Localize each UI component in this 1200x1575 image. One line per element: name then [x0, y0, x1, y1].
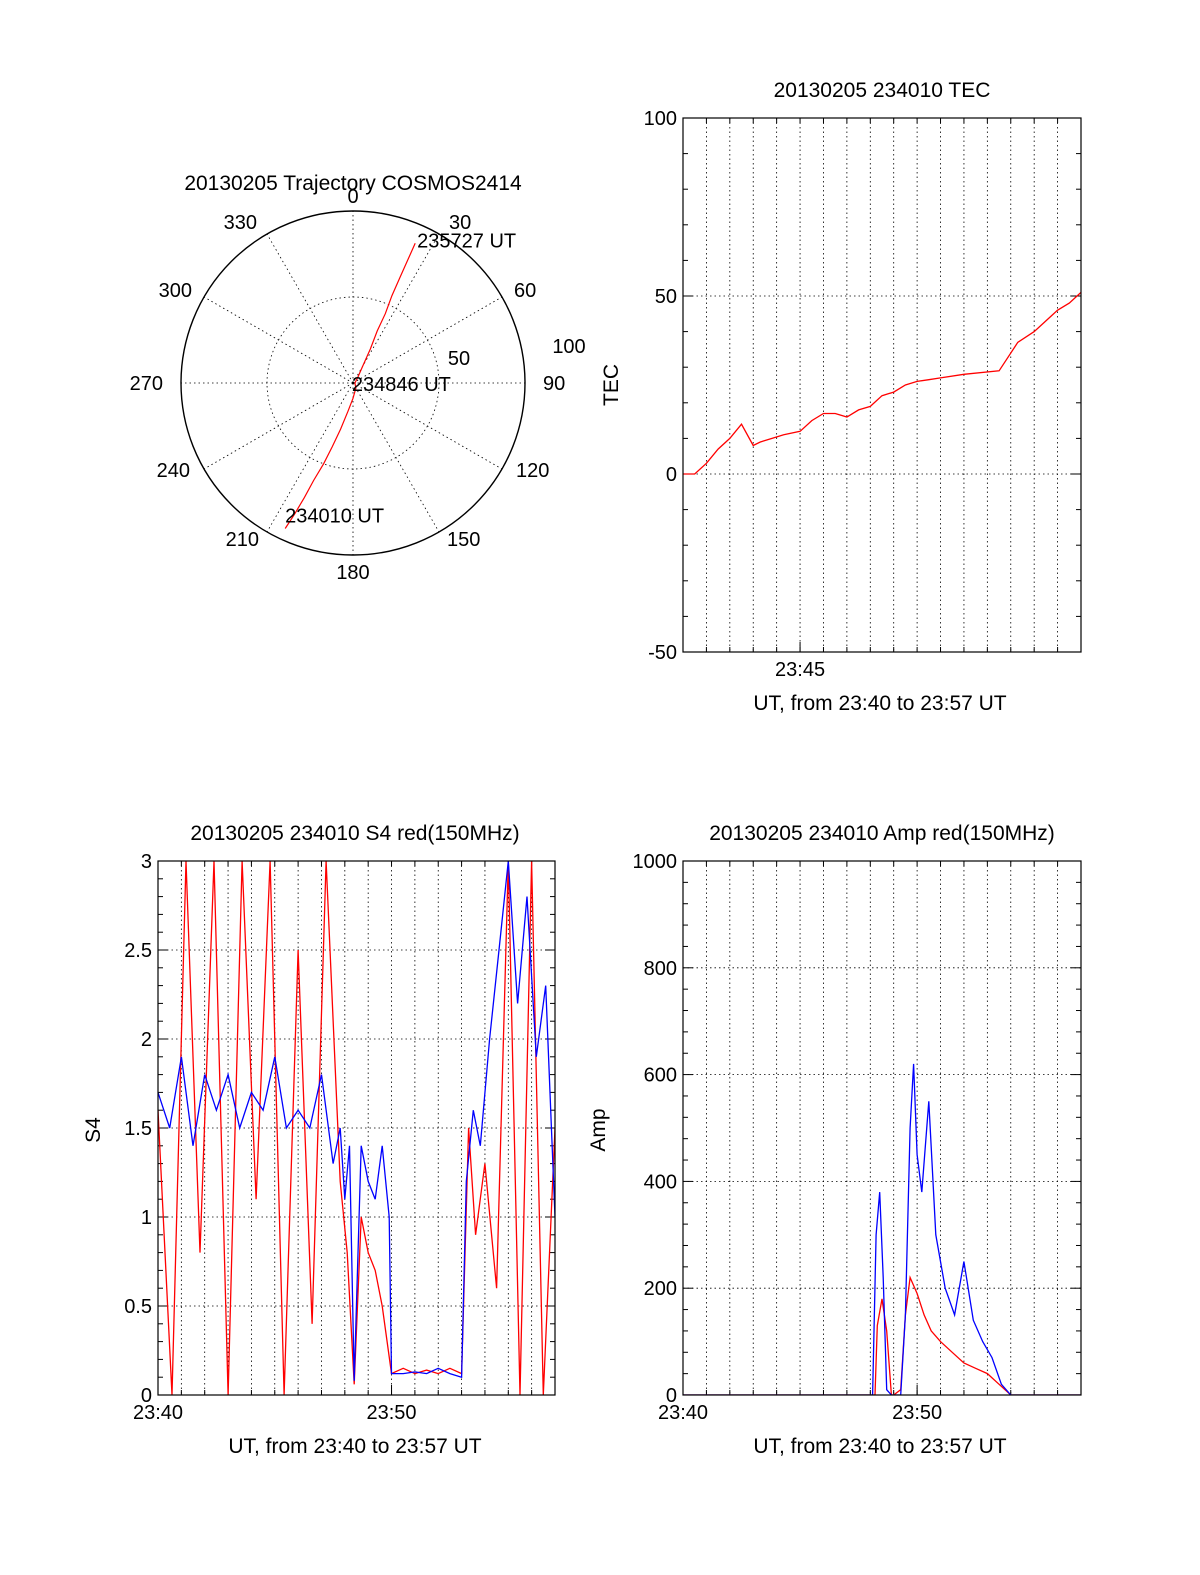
amp-plot-frame [682, 860, 1082, 1396]
polar-azimuth-label: 330 [224, 212, 257, 234]
amp-ytick-label: 600 [644, 1065, 677, 1087]
polar-azimuth-label: 90 [543, 373, 565, 395]
s4-ytick-label: 0.5 [124, 1296, 152, 1318]
polar-track-line [284, 243, 416, 529]
s4-ytick-label: 1.5 [124, 1118, 152, 1140]
polar-grid [180, 210, 526, 556]
polar-spoke [352, 382, 440, 533]
polar-spoke [352, 382, 503, 470]
polar-annotations: 235727 UT 234846 UT 234010 UT [285, 230, 516, 527]
polar-spoke [203, 296, 354, 384]
s4-series-1-line [158, 861, 555, 1381]
polar-azimuth-label: 0 [347, 186, 358, 208]
amp-ytick-label: 800 [644, 958, 677, 980]
polar-spoke [266, 382, 354, 533]
polar-azimuth-label: 300 [159, 280, 192, 302]
amp-chart: 20130205 234010 Amp red(150MHz) UT, from… [587, 822, 1082, 1458]
s4-ytick-label: 2.5 [124, 940, 152, 962]
tec-xtick-label: 23:45 [775, 659, 825, 681]
tec-ylabel: TEC [600, 364, 623, 406]
s4-series-0-line [158, 861, 555, 1395]
tec-ytick-label: 50 [655, 286, 677, 308]
tec-ytick-label: 0 [666, 464, 677, 486]
amp-ytick-label: 1000 [633, 851, 678, 873]
amp-ytick-label: 200 [644, 1278, 677, 1300]
amp-ylabel: Amp [587, 1108, 610, 1151]
amp-xtick-label: 23:40 [658, 1402, 708, 1424]
polar-azimuth-label: 30 [449, 212, 471, 234]
s4-ytick-label: 3 [141, 851, 152, 873]
s4-xtick-label: 23:50 [366, 1402, 416, 1424]
s4-title: 20130205 234010 S4 red(150MHz) [190, 822, 519, 845]
polar-spoke [352, 296, 503, 384]
amp-title: 20130205 234010 Amp red(150MHz) [709, 822, 1055, 845]
polar-azimuth-label: 150 [447, 529, 480, 551]
polar-spoke [203, 382, 354, 470]
amp-ytick-label: 400 [644, 1171, 677, 1193]
s4-chart: 20130205 234010 S4 red(150MHz) UT, from … [82, 822, 556, 1458]
s4-ylabel: S4 [82, 1117, 105, 1143]
tec-series-0-line [683, 291, 1081, 475]
polar-time-annotation: 234010 UT [285, 505, 384, 527]
s4-ytick-label: 1 [141, 1207, 152, 1229]
polar-spoke [266, 233, 354, 384]
tec-chart: 20130205 234010 TEC UT, from 23:40 to 23… [600, 79, 1082, 715]
tec-xlabel: UT, from 23:40 to 23:57 UT [753, 692, 1006, 715]
s4-plot-frame [157, 860, 556, 1396]
polar-title: 20130205 Trajectory COSMOS2414 [184, 172, 522, 195]
amp-series-1-line [683, 1063, 1081, 1395]
tec-plot-frame [682, 117, 1082, 653]
polar-time-annotation: 235727 UT [417, 230, 516, 252]
polar-time-annotation: 234846 UT [352, 374, 451, 396]
s4-ytick-label: 2 [141, 1029, 152, 1051]
polar-azimuth-label: 120 [516, 460, 549, 482]
polar-azimuth-labels: 0 30 60 90 120 150 180 210 240 270 300 330 50 100 [130, 186, 586, 584]
s4-xlabel: UT, from 23:40 to 23:57 UT [228, 1435, 481, 1458]
polar-track [284, 243, 416, 529]
polar-azimuth-label: 270 [130, 373, 163, 395]
s4-ytick-label: 0 [141, 1385, 152, 1407]
tec-title: 20130205 234010 TEC [774, 79, 991, 102]
polar-spoke [352, 233, 440, 384]
trajectory-polar-chart: 20130205 Trajectory COSMOS2414 0 30 60 90 12… [130, 172, 586, 584]
amp-xtick-label: 23:50 [892, 1402, 942, 1424]
amp-ytick-label: 0 [666, 1385, 677, 1407]
polar-radial-label: 50 [448, 348, 470, 370]
tec-ytick-label: -50 [648, 642, 677, 664]
polar-azimuth-label: 210 [226, 529, 259, 551]
polar-azimuth-label: 180 [336, 562, 369, 584]
amp-xlabel: UT, from 23:40 to 23:57 UT [753, 1435, 1006, 1458]
polar-radial-label: 100 [552, 336, 585, 358]
amp-series-0-line [683, 1275, 1081, 1395]
polar-azimuth-label: 240 [157, 460, 190, 482]
tec-ytick-label: 100 [644, 108, 677, 130]
s4-xtick-label: 23:40 [133, 1402, 183, 1424]
polar-azimuth-label: 60 [514, 280, 536, 302]
